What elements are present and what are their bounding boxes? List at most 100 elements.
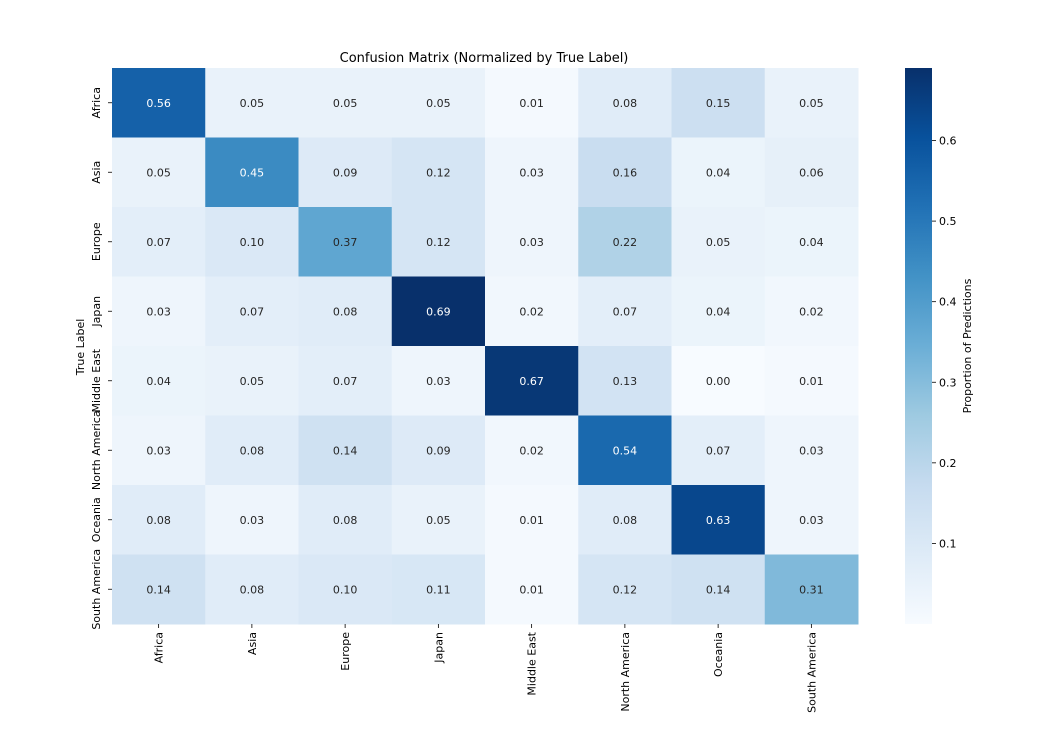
cell-value-label: 0.04 xyxy=(706,305,731,318)
colorbar xyxy=(905,68,932,624)
cell-value-label: 0.07 xyxy=(613,305,638,318)
cell-value-label: 0.02 xyxy=(799,305,824,318)
cell-value-label: 0.10 xyxy=(333,583,358,596)
heatmap-cell xyxy=(391,346,486,416)
cell-value-label: 0.07 xyxy=(146,236,171,249)
cell-value-label: 0.07 xyxy=(706,444,731,457)
cell-value-label: 0.10 xyxy=(240,236,265,249)
heatmap-cell xyxy=(671,207,766,277)
heatmap-cell xyxy=(205,276,299,347)
heatmap-cell xyxy=(112,554,206,625)
heatmap-cell xyxy=(298,207,393,277)
cell-value-label: 0.07 xyxy=(240,305,265,318)
heatmap-cell xyxy=(671,415,766,486)
heatmap-cell xyxy=(112,276,206,347)
heatmap-cell xyxy=(578,207,672,277)
heatmap-cell xyxy=(205,137,299,208)
x-tick-label: Middle East xyxy=(526,631,539,695)
heatmap-cell xyxy=(391,276,486,347)
heatmap-cell xyxy=(671,68,766,138)
cell-value-label: 0.16 xyxy=(613,166,638,179)
heatmap-cell xyxy=(485,276,579,347)
x-tick-label: Oceania xyxy=(712,632,725,677)
x-tick-label: Japan xyxy=(432,632,445,664)
heatmap-cell xyxy=(205,207,299,277)
heatmap-cell xyxy=(298,276,393,347)
cell-value-label: 0.08 xyxy=(613,514,638,527)
y-tick-label: Japan xyxy=(90,296,103,328)
cell-value-label: 0.05 xyxy=(240,97,265,110)
cell-value-label: 0.01 xyxy=(519,514,544,527)
heatmap-cell xyxy=(298,415,393,486)
heatmap-cell xyxy=(578,485,672,555)
colorbar-ticks: 0.1 0.2 0.3 0.4 0.5 0.6 xyxy=(932,135,957,550)
cell-value-label: 0.01 xyxy=(799,375,824,388)
cell-value-label: 0.05 xyxy=(240,375,265,388)
heatmap-cell xyxy=(578,68,672,138)
colorbar-tick-label: 0.6 xyxy=(939,135,957,148)
heatmap-cell xyxy=(391,207,486,277)
heatmap-cell xyxy=(764,346,859,416)
heatmap-cell xyxy=(578,415,672,486)
cell-value-label: 0.05 xyxy=(426,97,451,110)
cell-value-label: 0.08 xyxy=(240,444,265,457)
heatmap-cell xyxy=(671,554,766,625)
cell-value-label: 0.22 xyxy=(613,236,638,249)
heatmap-cell xyxy=(764,276,859,347)
cell-value-label: 0.08 xyxy=(240,583,265,596)
heatmap-cell xyxy=(485,68,579,138)
heatmap-cell xyxy=(485,207,579,277)
colorbar-tick-label: 0.5 xyxy=(939,215,957,228)
cell-value-label: 0.08 xyxy=(613,97,638,110)
cell-value-label: 0.05 xyxy=(146,166,171,179)
heatmap-cell xyxy=(485,415,579,486)
cell-value-label: 0.54 xyxy=(613,444,638,457)
cell-value-label: 0.03 xyxy=(426,375,451,388)
cell-value-label: 0.08 xyxy=(333,305,358,318)
heatmap-cell xyxy=(671,485,766,555)
cell-value-label: 0.04 xyxy=(799,236,824,249)
cell-value-label: 0.14 xyxy=(146,583,171,596)
heatmap-cell xyxy=(391,68,486,138)
cell-value-label: 0.14 xyxy=(706,583,731,596)
heatmap-cell xyxy=(205,554,299,625)
cell-value-label: 0.01 xyxy=(519,97,544,110)
cell-value-label: 0.03 xyxy=(799,514,824,527)
heatmap-cell xyxy=(485,485,579,555)
chart-title: Confusion Matrix (Normalized by True Lab… xyxy=(340,51,629,66)
cell-value-label: 0.03 xyxy=(146,305,171,318)
cell-value-label: 0.15 xyxy=(706,97,731,110)
y-tick-label: Europe xyxy=(90,222,103,261)
heatmap-cell xyxy=(764,68,859,138)
x-tick-label: Asia xyxy=(246,632,259,655)
heatmap-cell xyxy=(764,137,859,208)
cell-value-label: 0.11 xyxy=(426,583,451,596)
y-tick-label: North America xyxy=(90,410,103,490)
cell-value-label: 0.08 xyxy=(333,514,358,527)
cell-value-label: 0.69 xyxy=(426,305,451,318)
colorbar-tick-label: 0.4 xyxy=(939,296,957,309)
heatmap-cell xyxy=(764,554,859,625)
heatmap-cell xyxy=(205,485,299,555)
heatmap-cell xyxy=(112,137,206,208)
x-tick-label: South America xyxy=(805,632,818,713)
heatmap-cell xyxy=(578,137,672,208)
heatmap-cell xyxy=(112,415,206,486)
cell-value-label: 0.03 xyxy=(146,444,171,457)
cell-value-label: 0.31 xyxy=(799,583,824,596)
colorbar-label: Proportion of Predictions xyxy=(961,278,974,413)
cell-value-label: 0.05 xyxy=(706,236,731,249)
heatmap-cell xyxy=(485,137,579,208)
heatmap-cell xyxy=(298,137,393,208)
colorbar-tick-label: 0.3 xyxy=(939,376,957,389)
heatmap-cell xyxy=(112,346,206,416)
heatmap-cell xyxy=(391,554,486,625)
cell-value-label: 0.05 xyxy=(426,514,451,527)
cell-value-label: 0.12 xyxy=(426,236,451,249)
cell-value-label: 0.00 xyxy=(706,375,731,388)
heatmap-cell xyxy=(764,415,859,486)
heatmap-cell xyxy=(298,485,393,555)
x-tick-label: Africa xyxy=(153,632,166,663)
cell-value-label: 0.09 xyxy=(333,166,358,179)
cell-value-label: 0.14 xyxy=(333,444,358,457)
